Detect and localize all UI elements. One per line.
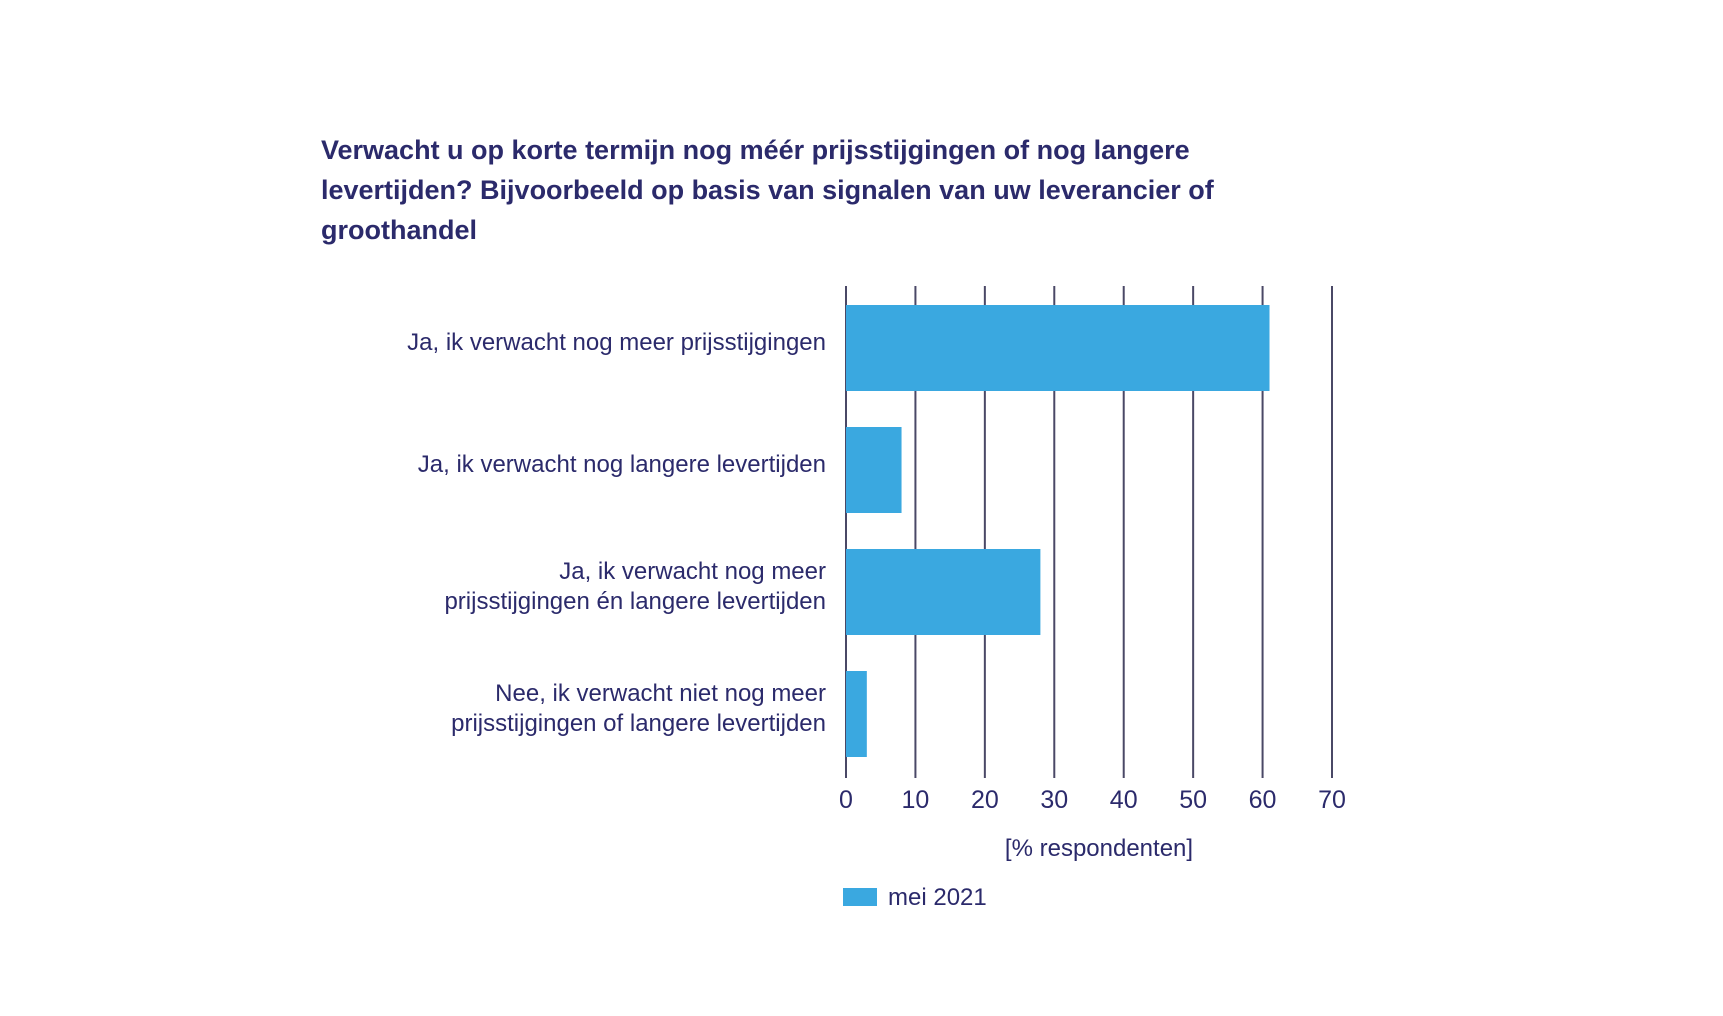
category-labels: Ja, ik verwacht nog meer prijsstijgingen… (407, 329, 826, 737)
x-tick-label-20: 20 (971, 786, 999, 814)
x-tick-label-50: 50 (1179, 786, 1207, 814)
x-tick-label-0: 0 (839, 786, 853, 814)
x-tick-label-30: 30 (1040, 786, 1068, 814)
legend: mei 2021 (843, 884, 987, 911)
category-label-line: Ja, ik verwacht nog langere levertijden (418, 451, 826, 478)
legend-swatch (843, 888, 877, 906)
x-tick-label-70: 70 (1318, 786, 1346, 814)
x-axis-label: [% respondenten] (1005, 835, 1193, 862)
bar-1 (846, 305, 1270, 391)
bar-4 (846, 671, 867, 757)
x-tick-label-60: 60 (1249, 786, 1277, 814)
legend-label: mei 2021 (888, 884, 987, 911)
category-label-line: Ja, ik verwacht nog meer prijsstijgingen (407, 329, 826, 356)
category-label-line: prijsstijgingen én langere levertijden (444, 588, 826, 615)
category-label-4: Nee, ik verwacht niet nog meer prijsstijg… (451, 680, 826, 737)
chart-title: Verwacht u op korte termijn nog méér pri… (321, 135, 1214, 245)
bar-2 (846, 427, 902, 513)
x-tick-labels: 0 10 20 30 40 50 60 70 (839, 786, 1346, 814)
x-tick-label-10: 10 (902, 786, 930, 814)
category-label-line: Ja, ik verwacht nog meer (559, 558, 826, 585)
bar-3 (846, 549, 1041, 635)
bars (846, 305, 1270, 757)
category-label-3: Ja, ik verwacht nog meer prijsstijgingen … (444, 558, 826, 615)
category-label-line: Nee, ik verwacht niet nog meer (495, 680, 826, 707)
category-label-2: Ja, ik verwacht nog langere levertijden (418, 451, 826, 478)
category-label-1: Ja, ik verwacht nog meer prijsstijgingen (407, 329, 826, 356)
x-tick-label-40: 40 (1110, 786, 1138, 814)
category-label-line: prijsstijgingen of langere levertijden (451, 710, 826, 737)
